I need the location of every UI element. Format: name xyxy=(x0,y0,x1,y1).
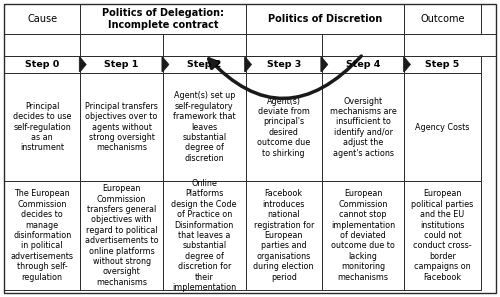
Bar xyxy=(404,56,480,73)
Bar xyxy=(322,56,404,73)
Text: Step 2: Step 2 xyxy=(187,60,222,69)
Text: European
Commission
transfers general
objectives with
regard to political
advert: European Commission transfers general ob… xyxy=(85,184,158,287)
Polygon shape xyxy=(244,57,252,72)
Bar xyxy=(80,56,163,73)
Text: Cause: Cause xyxy=(27,14,57,24)
Bar xyxy=(4,181,80,290)
Text: European
political parties
and the EU
institutions
could not
conduct cross-
bord: European political parties and the EU in… xyxy=(412,189,474,282)
Bar xyxy=(246,56,322,73)
Bar xyxy=(4,56,80,73)
Text: Step 4: Step 4 xyxy=(346,60,380,69)
Text: Step 5: Step 5 xyxy=(426,60,460,69)
Text: Agent(s) set up
self-regulatory
framework that
leaves
substantial
degree of
disc: Agent(s) set up self-regulatory framewor… xyxy=(173,91,236,163)
Text: Online
Platforms
design the Code
of Practice on
Disinformation
that leaves a
sub: Online Platforms design the Code of Prac… xyxy=(172,179,237,292)
Text: Agent(s)
deviate from
principal's
desired
outcome due
to shirking: Agent(s) deviate from principal's desire… xyxy=(257,97,310,157)
Bar xyxy=(246,181,322,290)
Bar xyxy=(322,181,404,290)
Polygon shape xyxy=(321,57,328,72)
Bar xyxy=(4,34,496,56)
Bar xyxy=(80,73,163,181)
Bar xyxy=(4,73,80,181)
Text: Step 3: Step 3 xyxy=(266,60,301,69)
Bar xyxy=(4,4,80,34)
Bar xyxy=(80,4,245,34)
Bar xyxy=(163,73,246,181)
Bar xyxy=(322,73,404,181)
Bar xyxy=(404,181,480,290)
Bar xyxy=(163,181,246,290)
Text: Oversight
mechanisms are
insufficient to
identify and/or
adjust the
agent's acti: Oversight mechanisms are insufficient to… xyxy=(330,97,396,157)
Text: Step 0: Step 0 xyxy=(25,60,59,69)
Text: Agency Costs: Agency Costs xyxy=(416,122,470,132)
Polygon shape xyxy=(162,57,169,72)
Text: Politics of Discretion: Politics of Discretion xyxy=(268,14,382,24)
Text: The European
Commission
decides to
manage
disinformation
in political
advertisem: The European Commission decides to manag… xyxy=(10,189,74,282)
Bar xyxy=(404,73,480,181)
Text: Outcome: Outcome xyxy=(420,14,465,24)
Text: Principal transfers
objectives over to
agents without
strong oversight
mechanism: Principal transfers objectives over to a… xyxy=(85,102,158,152)
Bar xyxy=(163,56,246,73)
Polygon shape xyxy=(404,57,410,72)
Text: Politics of Delegation:
Incomplete contract: Politics of Delegation: Incomplete contr… xyxy=(102,8,224,30)
Text: European
Commission
cannot stop
implementation
of deviated
outcome due to
lackin: European Commission cannot stop implemen… xyxy=(331,189,395,282)
Bar xyxy=(404,4,480,34)
Text: Step 1: Step 1 xyxy=(104,60,139,69)
Text: Principal
decides to use
self-regulation
as an
instrument: Principal decides to use self-regulation… xyxy=(13,102,72,152)
Bar xyxy=(246,4,404,34)
Polygon shape xyxy=(80,57,86,72)
Bar xyxy=(246,73,322,181)
Bar xyxy=(80,181,163,290)
Text: Facebook
introduces
national
registration for
European
parties and
organisations: Facebook introduces national registratio… xyxy=(254,189,314,282)
